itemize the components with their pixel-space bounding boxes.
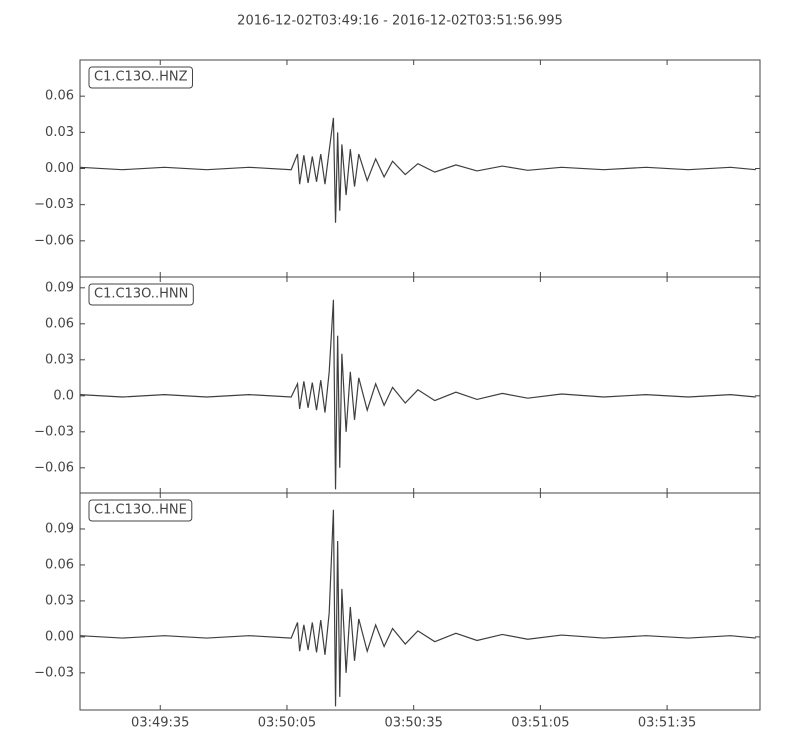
- y-tick-label: −0.06: [34, 233, 74, 248]
- y-tick-label: 0.03: [45, 125, 74, 140]
- x-tick-label: 03:50:05: [258, 716, 316, 731]
- y-tick-label: −0.03: [34, 197, 74, 212]
- y-tick-label: −0.03: [34, 424, 74, 439]
- trace-label-box: [88, 499, 193, 522]
- y-tick-label: 0.09: [45, 521, 74, 536]
- trace-label-box: [88, 66, 193, 89]
- y-tick-label: −0.03: [34, 665, 74, 680]
- trace-label-box: [88, 283, 194, 306]
- x-tick-label: 03:49:35: [131, 716, 189, 731]
- y-tick-label: −0.06: [34, 460, 74, 475]
- y-tick-label: 0.0: [53, 388, 74, 403]
- trace-label: C1.C13O..HNN: [94, 287, 188, 302]
- waveform: [79, 117, 756, 223]
- waveform: [79, 299, 756, 490]
- y-tick-label: 0.03: [45, 352, 74, 367]
- x-tick-label: 03:51:35: [638, 716, 696, 731]
- waveform: [79, 509, 756, 707]
- y-tick-label: 0.06: [45, 89, 74, 104]
- trace-label: C1.C13O..HNE: [94, 503, 187, 518]
- chart-title: 2016-12-02T03:49:16 - 2016-12-02T03:51:5…: [237, 14, 563, 29]
- y-tick-label: 0.00: [45, 161, 74, 176]
- y-tick-label: 0.09: [45, 280, 74, 295]
- trace-label: C1.C13O..HNZ: [94, 70, 188, 85]
- x-tick-label: 03:50:35: [384, 716, 442, 731]
- x-tick-label: 03:51:05: [511, 716, 569, 731]
- y-tick-label: 0.06: [45, 316, 74, 331]
- panel-frame: [79, 276, 761, 494]
- panel-frame: [79, 492, 761, 711]
- y-tick-label: 0.06: [45, 557, 74, 572]
- y-tick-label: 0.00: [45, 629, 74, 644]
- y-tick-label: 0.03: [45, 593, 74, 608]
